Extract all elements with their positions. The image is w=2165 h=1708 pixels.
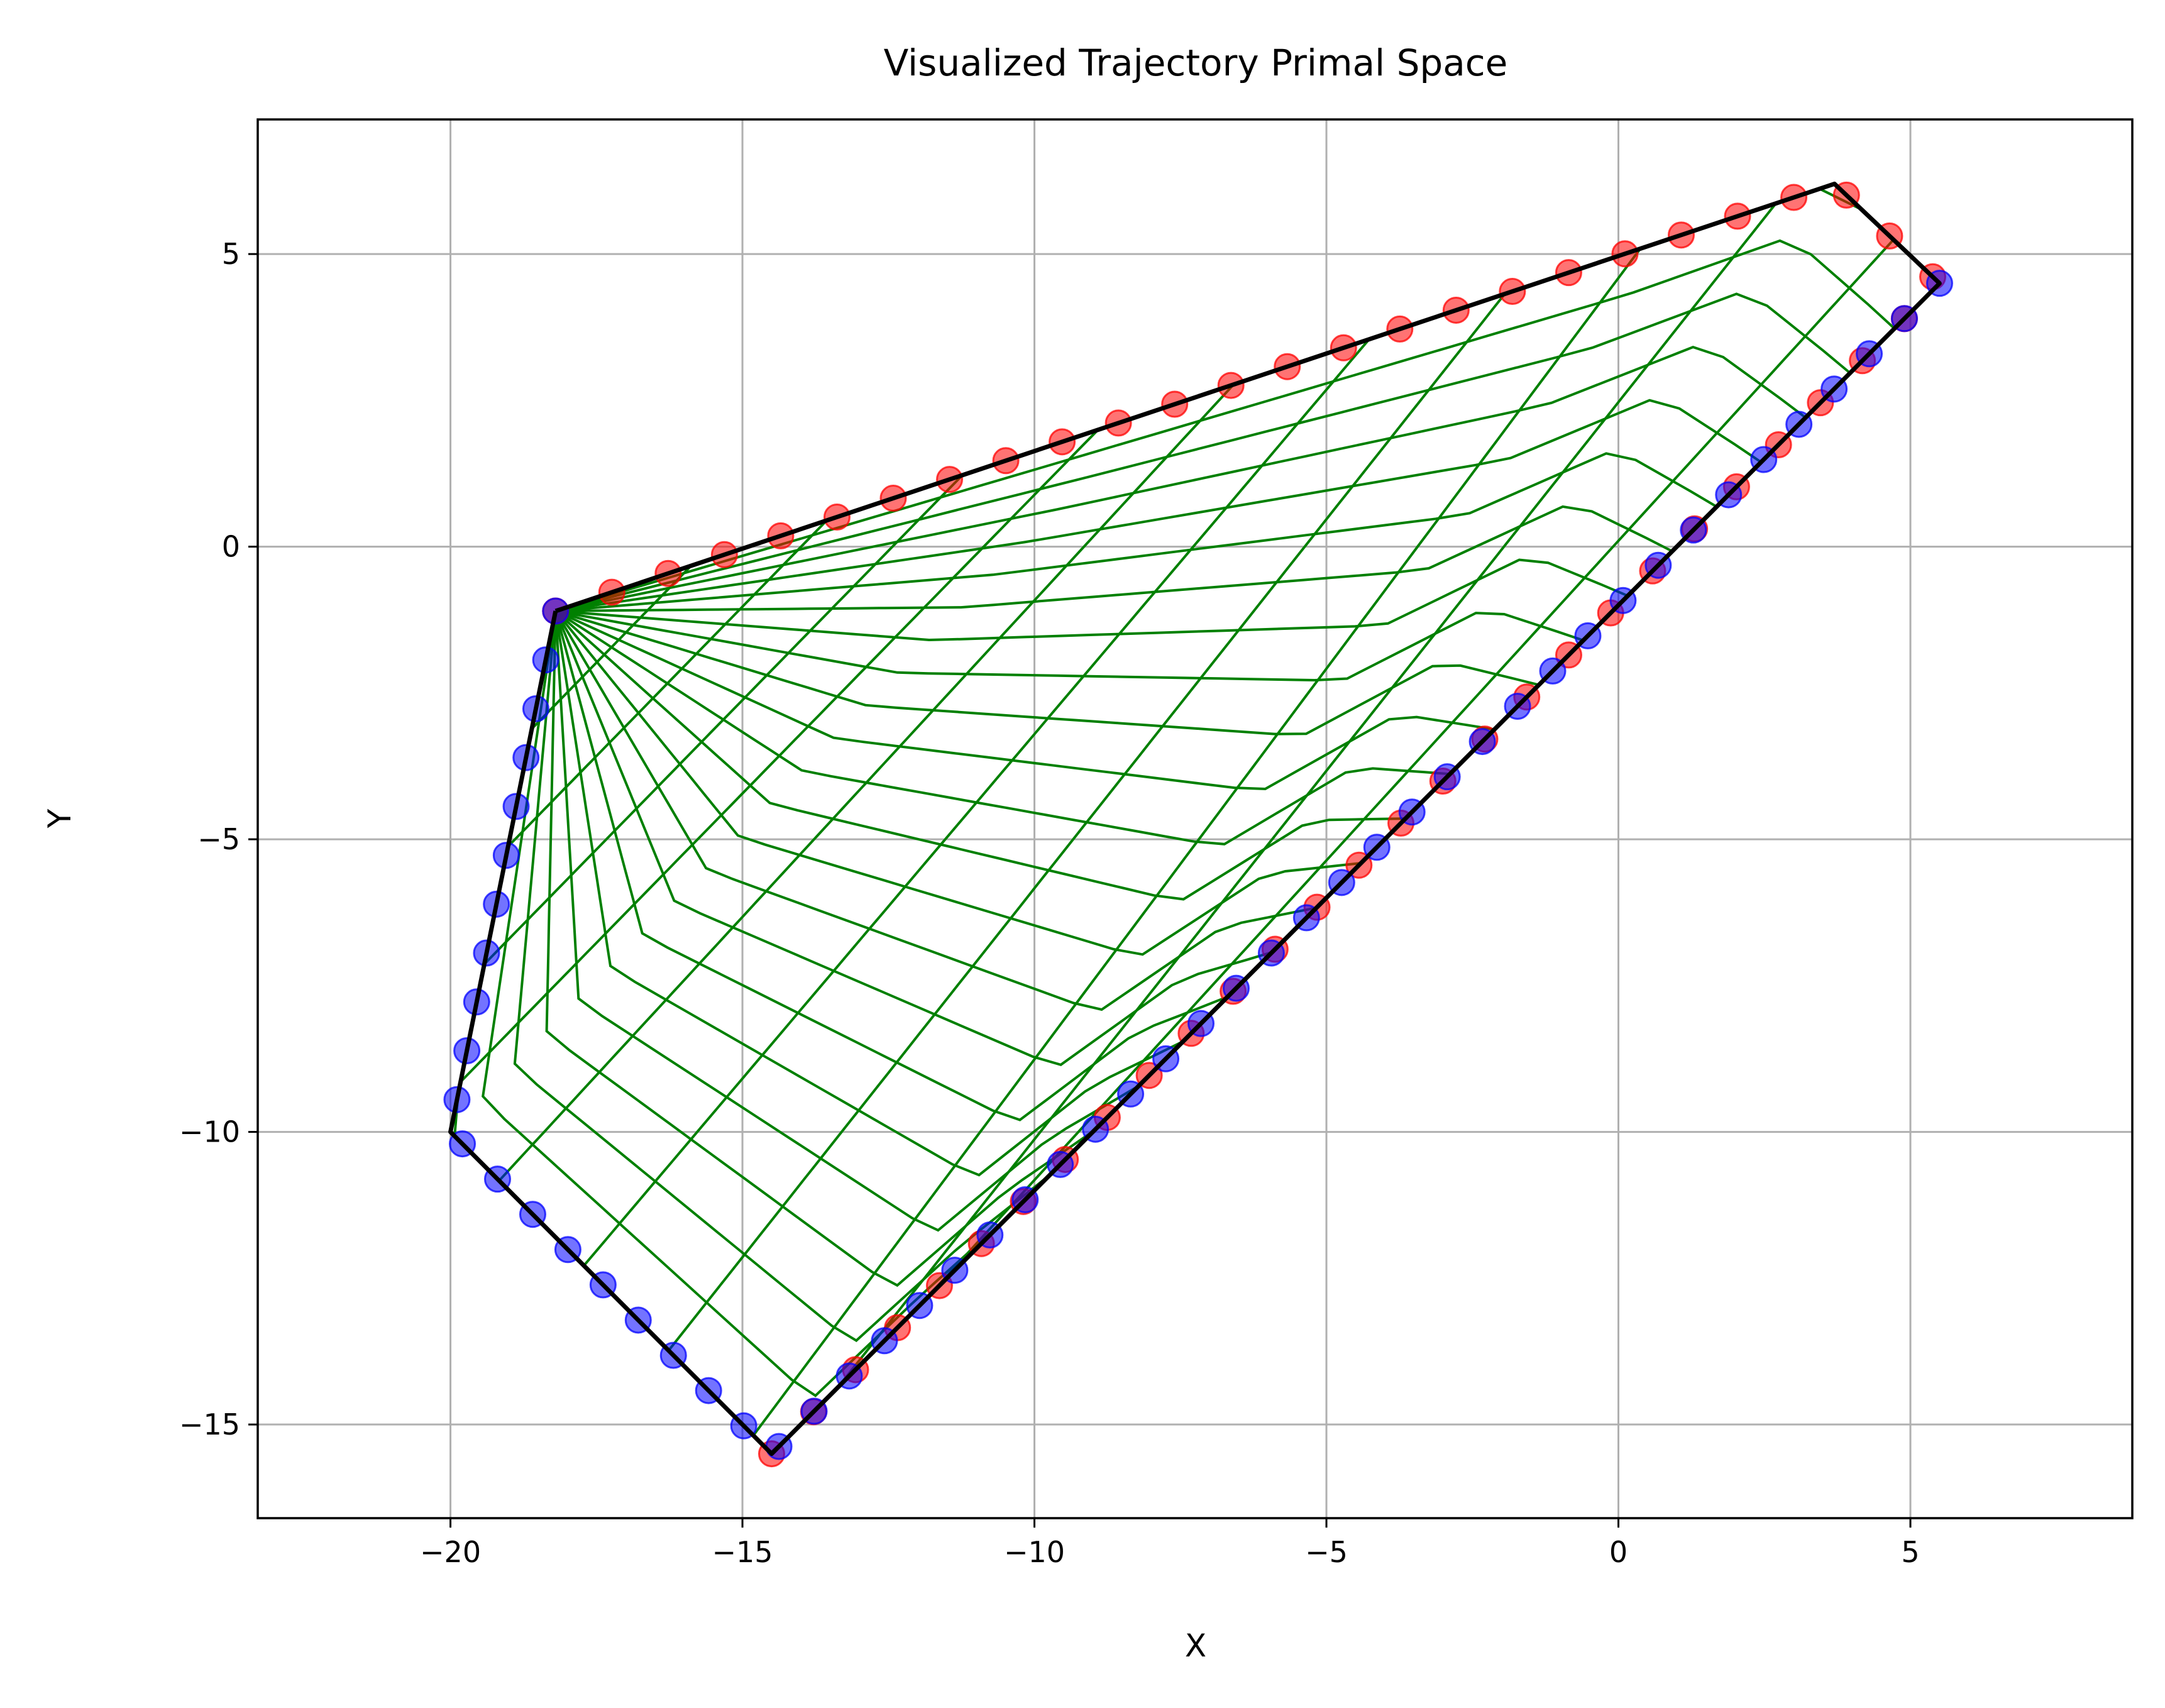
y-axis-label: Y (41, 808, 78, 829)
x-tick-label: −5 (1305, 1535, 1348, 1569)
y-tick-label: −15 (179, 1408, 240, 1441)
boundary-polyline-group (448, 181, 1942, 1457)
boundary-line (448, 181, 1942, 1457)
plot-frame (256, 118, 2134, 1519)
x-tick-label: 5 (1901, 1535, 1919, 1569)
x-axis-label: X (1185, 1628, 1206, 1664)
y-tick-label: 5 (222, 237, 240, 271)
y-tick-label: 0 (222, 530, 240, 564)
x-tick-label: −15 (712, 1535, 773, 1569)
x-tick-label: −10 (1004, 1535, 1065, 1569)
y-tick-label: −10 (179, 1115, 240, 1149)
axis-ticks: −20 −15 −10 −5 0 5 5 0 −5 −10 −15 (179, 237, 1920, 1569)
x-tick-label: 0 (1609, 1535, 1628, 1569)
plot-area-background (258, 119, 2132, 1518)
x-tick-label: −20 (420, 1535, 481, 1569)
y-tick-label: −5 (197, 822, 240, 856)
chart-title: Visualized Trajectory Primal Space (884, 41, 1508, 84)
